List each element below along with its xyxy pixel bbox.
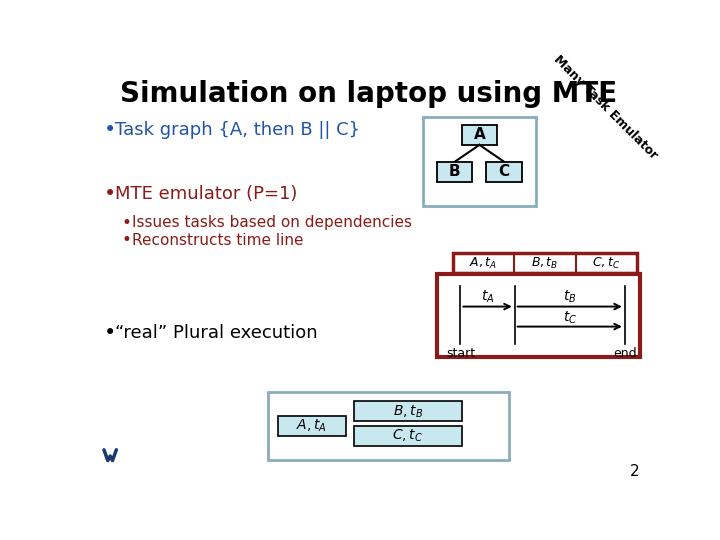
Bar bbox=[462, 125, 498, 145]
Text: $B, t_B$: $B, t_B$ bbox=[531, 256, 559, 271]
Text: •: • bbox=[121, 214, 131, 232]
Text: Many Task Emulator: Many Task Emulator bbox=[551, 52, 660, 161]
Text: •: • bbox=[104, 323, 116, 343]
Text: $t_A$: $t_A$ bbox=[481, 288, 495, 305]
Text: •: • bbox=[104, 120, 116, 140]
Text: Reconstructs time line: Reconstructs time line bbox=[132, 233, 303, 248]
Text: Task graph {A, then B || C}: Task graph {A, then B || C} bbox=[114, 122, 360, 139]
Text: $t_B$: $t_B$ bbox=[563, 288, 577, 305]
Text: start: start bbox=[446, 347, 475, 360]
Text: MTE emulator (P=1): MTE emulator (P=1) bbox=[114, 185, 297, 203]
Text: •: • bbox=[104, 184, 116, 204]
Text: Simulation on laptop using MTE: Simulation on laptop using MTE bbox=[120, 80, 618, 108]
Text: B: B bbox=[449, 164, 461, 179]
Text: “real” Plural execution: “real” Plural execution bbox=[114, 324, 318, 342]
Text: Issues tasks based on dependencies: Issues tasks based on dependencies bbox=[132, 215, 412, 230]
Bar bbox=[277, 416, 346, 436]
Text: $t_C$: $t_C$ bbox=[562, 310, 577, 326]
Text: $C, t_C$: $C, t_C$ bbox=[392, 428, 423, 444]
Text: $C, t_C$: $C, t_C$ bbox=[593, 256, 621, 271]
Bar bbox=[437, 162, 472, 182]
Bar bbox=[354, 401, 462, 421]
Bar bbox=[269, 392, 508, 460]
Text: $A, t_A$: $A, t_A$ bbox=[469, 256, 498, 271]
Text: 2: 2 bbox=[630, 464, 639, 479]
Bar bbox=[437, 274, 640, 357]
Text: A: A bbox=[474, 127, 485, 143]
Bar bbox=[453, 253, 637, 273]
Text: $B, t_B$: $B, t_B$ bbox=[392, 403, 423, 420]
Bar bbox=[487, 162, 522, 182]
Text: $A, t_A$: $A, t_A$ bbox=[296, 418, 327, 434]
Text: C: C bbox=[499, 164, 510, 179]
Bar bbox=[354, 426, 462, 446]
Bar bbox=[423, 117, 536, 206]
Text: •: • bbox=[121, 231, 131, 249]
Text: end: end bbox=[613, 347, 636, 360]
